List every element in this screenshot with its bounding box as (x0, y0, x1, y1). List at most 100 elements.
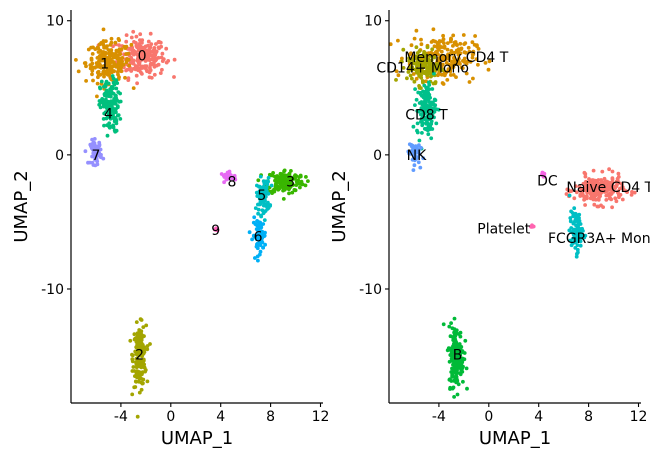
data-point (411, 149, 416, 154)
data-point (450, 366, 454, 371)
data-point (109, 53, 113, 58)
data-point (282, 168, 287, 173)
data-point (436, 73, 440, 78)
data-point (117, 43, 121, 47)
data-point (142, 334, 146, 338)
data-point (408, 73, 413, 78)
data-point (429, 74, 433, 79)
data-point (137, 62, 142, 67)
data-point (486, 67, 491, 72)
data-point (573, 239, 578, 244)
data-point (140, 41, 144, 45)
data-point (418, 74, 422, 79)
data-point (125, 67, 130, 72)
data-point (137, 379, 141, 384)
data-point (124, 33, 129, 37)
data-point (96, 75, 100, 80)
data-point (431, 38, 436, 43)
data-point (433, 80, 438, 84)
data-point (123, 46, 128, 50)
data-point (252, 215, 257, 220)
data-point (581, 194, 586, 199)
data-point (287, 191, 291, 196)
data-point (118, 91, 122, 96)
data-point (144, 323, 149, 328)
data-point (101, 71, 106, 76)
data-point (114, 48, 119, 53)
data-point (130, 359, 135, 364)
data-point (134, 320, 139, 324)
data-point (261, 179, 266, 184)
data-point (445, 41, 450, 45)
cluster-label: 1 (100, 57, 109, 73)
data-point (573, 184, 578, 189)
data-point (449, 370, 454, 374)
data-point (610, 205, 614, 210)
data-point (138, 32, 143, 37)
data-point (601, 205, 605, 210)
data-point (421, 106, 425, 110)
data-point (133, 385, 138, 389)
data-point (106, 55, 111, 60)
x-tick-label: 4 (534, 409, 543, 425)
data-point (432, 106, 437, 111)
data-point (476, 62, 480, 67)
data-point (112, 107, 117, 112)
data-point (118, 67, 123, 71)
data-point (130, 353, 135, 358)
data-point (454, 364, 458, 369)
data-point (255, 194, 260, 199)
data-point (578, 222, 583, 226)
data-point (598, 190, 603, 195)
data-point (460, 358, 465, 363)
data-point (449, 356, 454, 361)
data-point (118, 117, 123, 121)
data-point (137, 364, 142, 369)
cluster-label: 9 (211, 223, 220, 239)
data-point (164, 46, 169, 51)
data-point (148, 63, 153, 67)
data-point (131, 86, 136, 90)
data-point (255, 233, 259, 238)
data-point (145, 68, 149, 73)
cluster-label: CD14+ Mono (376, 61, 469, 77)
data-point (119, 47, 124, 52)
data-point (432, 44, 437, 49)
data-point (129, 35, 134, 40)
cluster-8-points (529, 223, 536, 229)
x-tick-label: 12 (630, 409, 648, 425)
data-point (471, 49, 476, 54)
data-point (470, 55, 475, 60)
data-point (417, 86, 422, 90)
data-point (462, 56, 467, 61)
data-point (226, 176, 231, 181)
data-point (413, 103, 417, 107)
data-point (134, 34, 139, 39)
data-point (432, 55, 437, 60)
data-point (470, 40, 475, 45)
data-point (131, 365, 136, 369)
data-point (172, 57, 177, 62)
data-point (568, 219, 573, 223)
data-point (109, 89, 114, 94)
data-point (415, 128, 419, 133)
data-point (415, 68, 420, 72)
data-point (259, 213, 263, 218)
data-point (452, 316, 457, 321)
data-point (83, 149, 88, 154)
data-point (407, 52, 412, 57)
data-point (610, 180, 615, 185)
data-point (583, 203, 587, 207)
data-point (407, 59, 411, 63)
data-point (93, 144, 98, 149)
data-point (567, 193, 572, 198)
data-point (124, 52, 128, 56)
data-point (95, 63, 99, 68)
data-point (114, 86, 119, 91)
data-point (253, 256, 257, 260)
data-point (102, 74, 106, 79)
data-point (577, 219, 582, 223)
data-point (440, 58, 444, 62)
data-point (256, 211, 260, 216)
data-point (147, 70, 152, 75)
